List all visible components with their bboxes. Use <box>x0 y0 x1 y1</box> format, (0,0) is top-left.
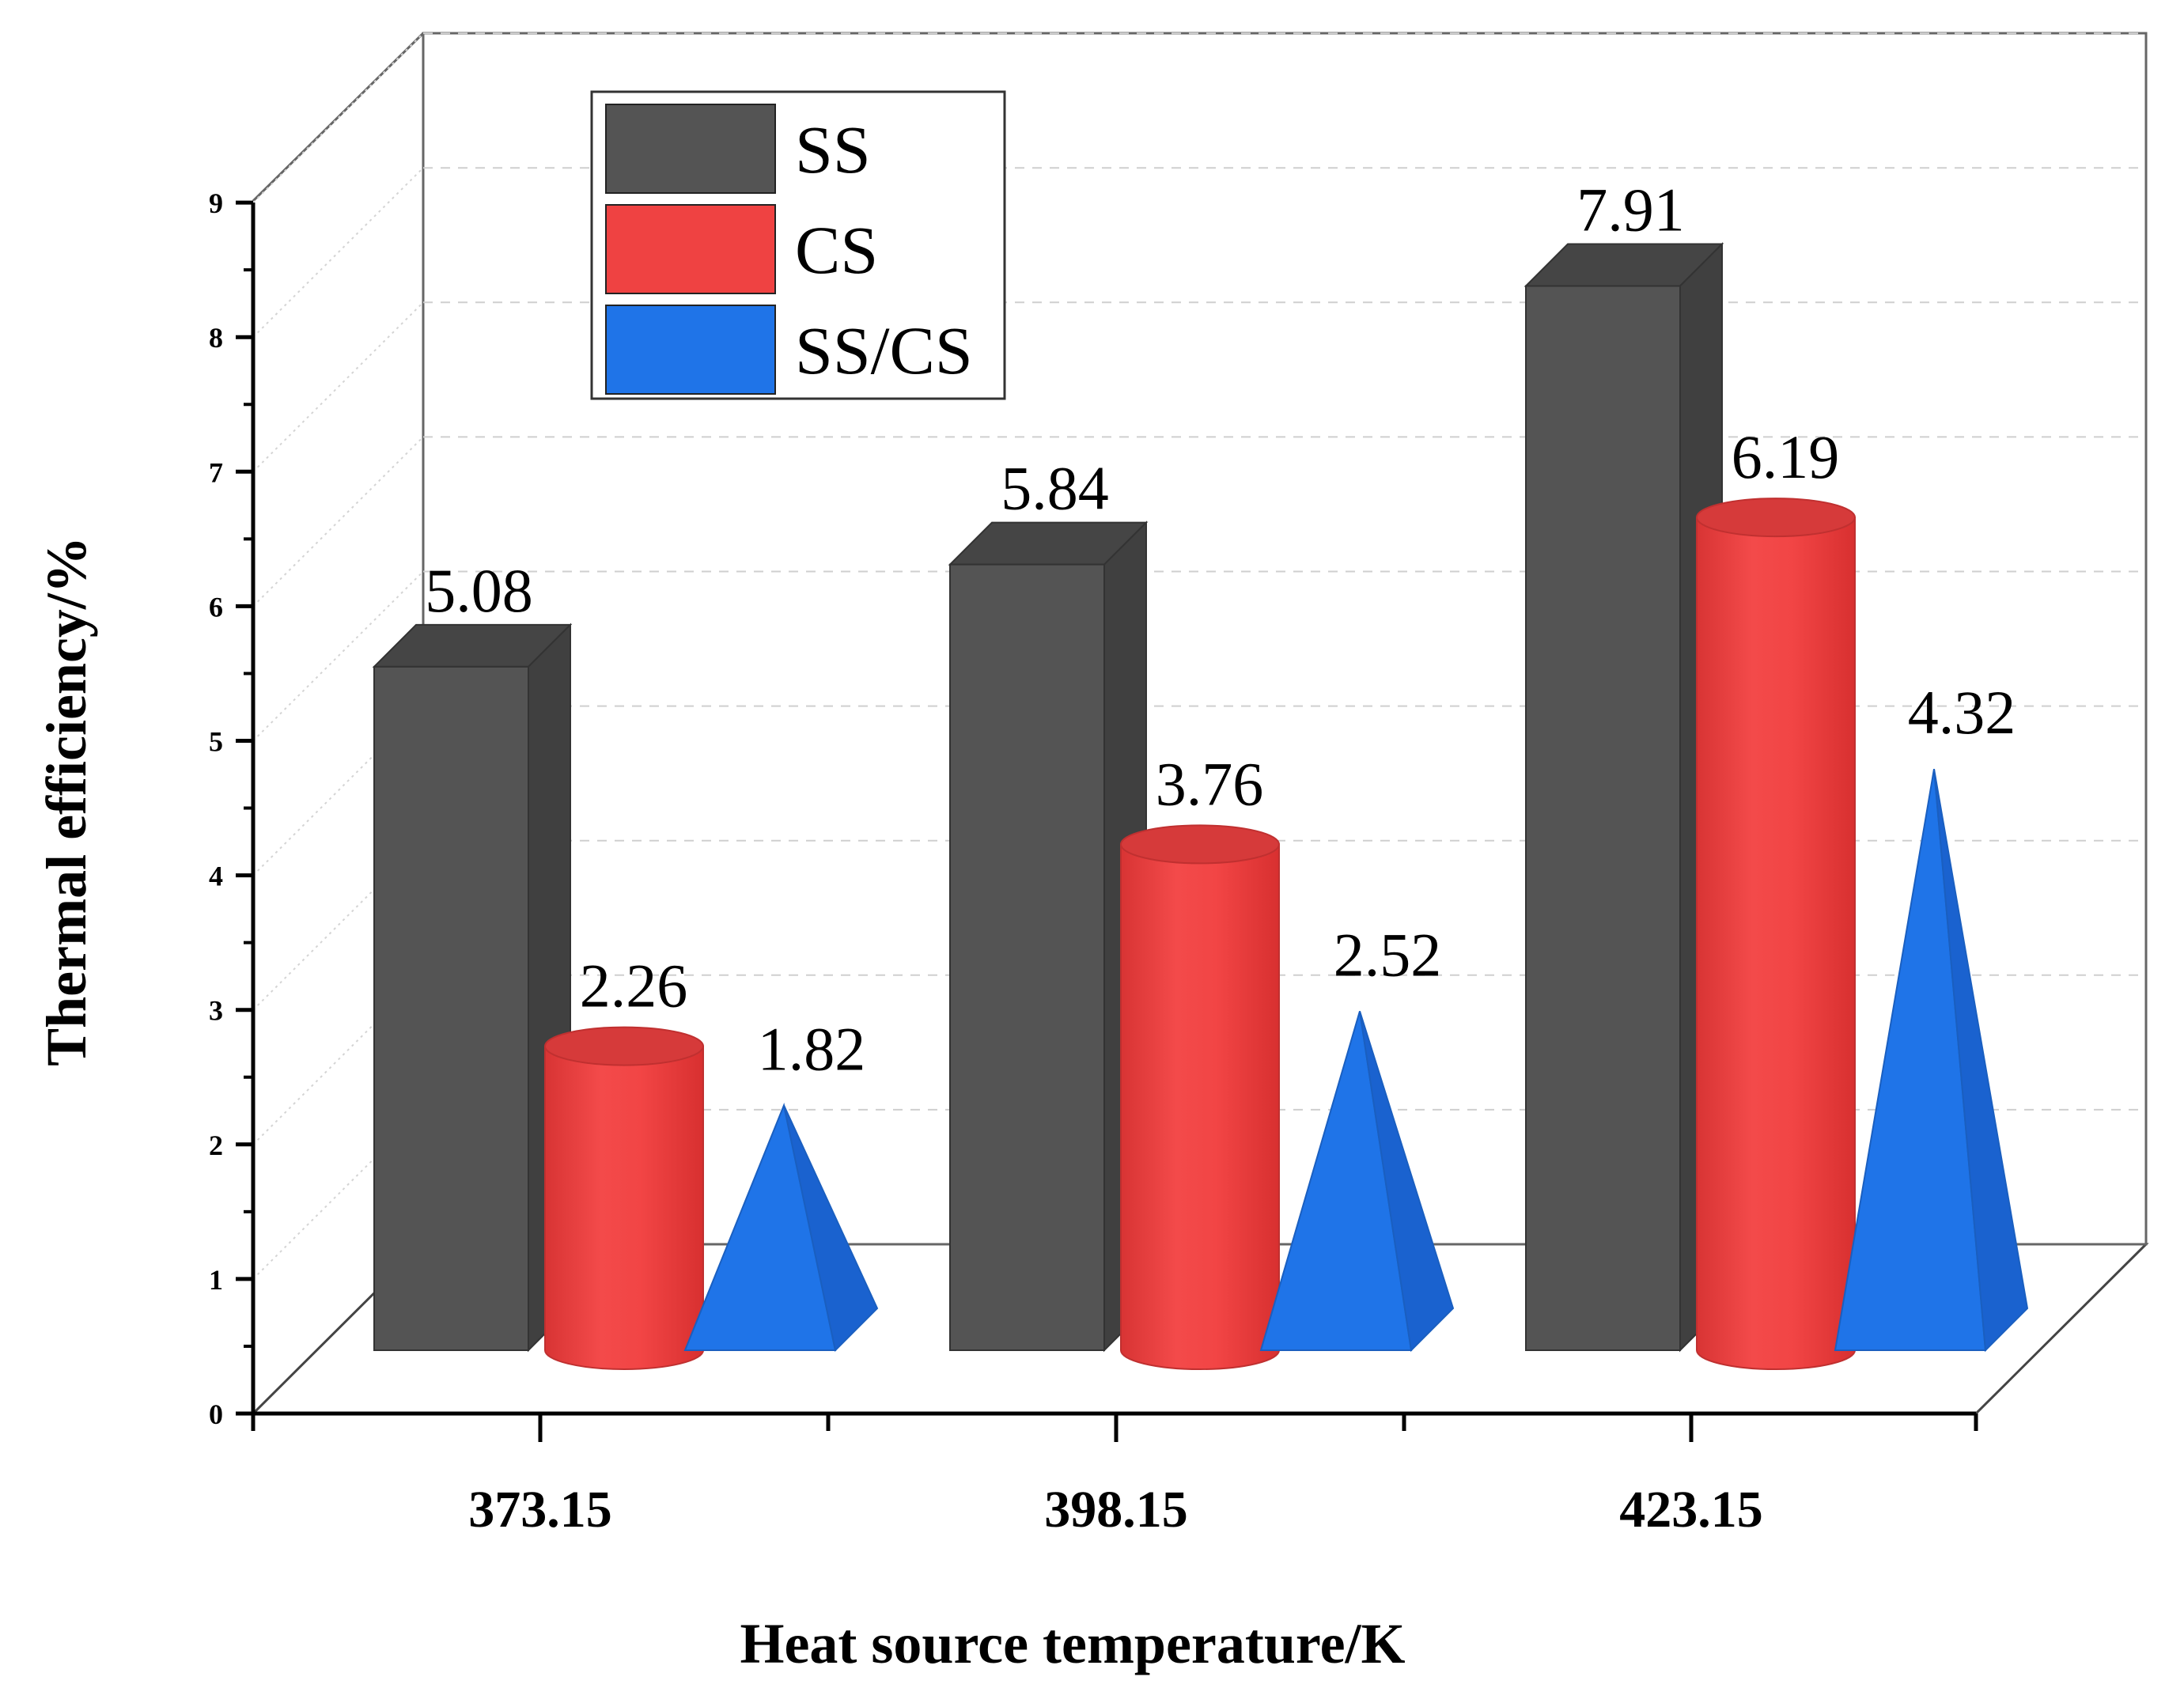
data-label: 5.84 <box>1001 454 1109 523</box>
y-tick-label: 6 <box>209 591 223 623</box>
x-axis-title: Heat source temperature/K <box>740 1612 1405 1675</box>
gridline-side <box>252 839 424 1011</box>
bars <box>372 242 2029 1370</box>
legend-swatch-ss <box>605 104 776 194</box>
y-tick-label: 4 <box>209 861 223 892</box>
data-label: 4.32 <box>1908 678 2016 747</box>
bar-ss <box>948 520 1149 1353</box>
gridline-side <box>252 975 424 1145</box>
legend-label: SS/CS <box>795 312 973 388</box>
data-label: 6.19 <box>1732 422 1840 491</box>
bar-ss-front <box>373 665 529 1351</box>
gridline-side <box>252 705 424 876</box>
y-axis-title: Thermal efficiency/% <box>35 536 98 1066</box>
bar-ss-front <box>949 563 1105 1351</box>
y-tick-label: 7 <box>209 456 223 488</box>
x-tick-label: 373.15 <box>468 1481 612 1539</box>
bar-ss-front <box>1525 285 1681 1351</box>
legend-label: SS <box>795 112 871 187</box>
gridline-side <box>252 167 424 338</box>
y-tick-label: 1 <box>209 1264 223 1296</box>
y-tick-label: 0 <box>209 1399 223 1430</box>
bar-ss <box>1524 242 1724 1353</box>
x-axis: 373.15 398.15 423.15 <box>251 1411 1978 1539</box>
y-tick-label: 5 <box>209 726 223 758</box>
bar-cs-top <box>1120 824 1280 865</box>
bar-sscs-side <box>1359 1011 1455 1353</box>
data-label: 2.26 <box>580 952 688 1020</box>
legend-label: CS <box>795 212 878 288</box>
bar-cs <box>1696 498 1856 1370</box>
bar-sscs <box>683 1102 879 1353</box>
y-axis: 0 1 2 3 4 5 6 7 8 9 <box>209 187 255 1430</box>
legend-swatch-cs <box>605 204 776 294</box>
bar-cs-body <box>1120 843 1280 1370</box>
y-tick-label: 8 <box>209 322 223 354</box>
gridline-side <box>252 301 424 473</box>
data-label: 2.52 <box>1334 920 1442 989</box>
bar-sscs <box>1259 1011 1455 1353</box>
bar-cs-body <box>544 1045 704 1370</box>
legend-swatch-ss-cs <box>605 305 776 395</box>
gridline-side <box>252 436 424 607</box>
gridline-side <box>252 1109 424 1280</box>
bar-cs-top <box>544 1026 704 1066</box>
gridline-side <box>252 570 424 742</box>
bar-cs <box>544 1026 704 1370</box>
y-tick-label: 9 <box>209 187 223 219</box>
bar-cs <box>1120 824 1280 1370</box>
x-tick-label: 423.15 <box>1619 1481 1763 1539</box>
legend: SS CS SS/CS <box>590 90 1006 400</box>
bar-sscs-side <box>1933 768 2029 1353</box>
data-labels: 5.08 5.84 7.91 2.26 3.76 6.19 1.82 2.52 4.32 <box>425 176 2016 1084</box>
data-label: 7.91 <box>1576 176 1685 244</box>
bar-ss <box>372 623 573 1353</box>
data-label: 3.76 <box>1156 749 1264 818</box>
bar-sscs <box>1834 768 2029 1353</box>
bar-cs-body <box>1696 517 1856 1370</box>
data-label: 1.82 <box>758 1014 866 1083</box>
gridline-side <box>252 32 424 203</box>
bar-sscs-side <box>783 1105 879 1353</box>
y-tick-label: 2 <box>209 1130 223 1161</box>
y-tick-label: 3 <box>209 995 223 1027</box>
bar-cs-top <box>1696 498 1856 538</box>
x-tick-label: 398.15 <box>1044 1481 1188 1539</box>
data-label: 5.08 <box>425 556 533 625</box>
